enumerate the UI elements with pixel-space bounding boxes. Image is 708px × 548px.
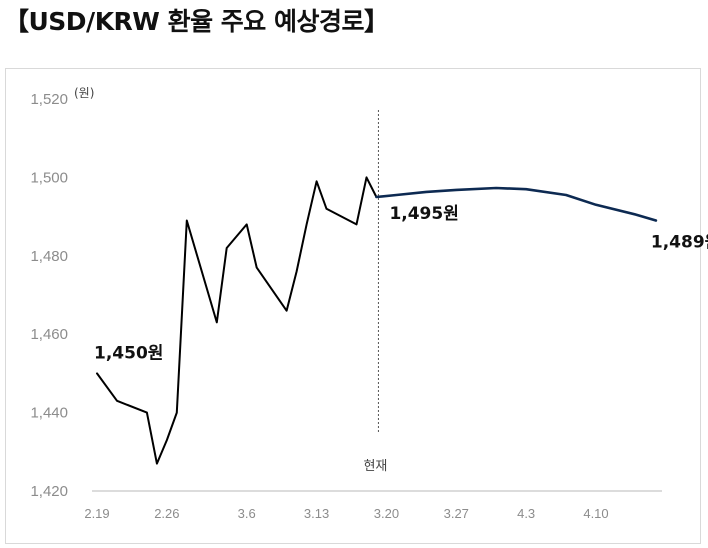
x-tick-label: 4.10: [583, 506, 608, 521]
y-tick-label: 1,480: [30, 248, 68, 265]
current-date-label: 현재: [363, 459, 387, 474]
actual-series-line: [96, 176, 378, 465]
x-tick-label: 3.13: [304, 506, 329, 521]
x-tick-label: 4.3: [517, 506, 535, 521]
forecast-series-line: [375, 186, 658, 222]
data-label: 1,450원: [94, 343, 163, 363]
page-title: 【USD/KRW 환율 주요 예상경로】: [4, 7, 389, 36]
data-label: 1,495원: [389, 204, 458, 224]
y-tick-label: 1,440: [30, 405, 68, 422]
y-tick-label: 1,500: [30, 169, 68, 186]
y-unit-label: (원): [74, 86, 94, 100]
x-tick-label: 3.27: [444, 506, 469, 521]
chart-frame: [5, 68, 701, 544]
y-tick-label: 1,420: [30, 483, 68, 500]
y-tick-label: 1,460: [30, 326, 68, 343]
x-tick-label: 2.19: [84, 506, 109, 521]
x-tick-label: 3.6: [238, 506, 256, 521]
x-tick-label: 3.20: [374, 506, 399, 521]
data-label: 1,489원: [651, 233, 708, 253]
x-tick-label: 2.26: [154, 506, 179, 521]
y-tick-label: 1,520: [30, 91, 68, 108]
